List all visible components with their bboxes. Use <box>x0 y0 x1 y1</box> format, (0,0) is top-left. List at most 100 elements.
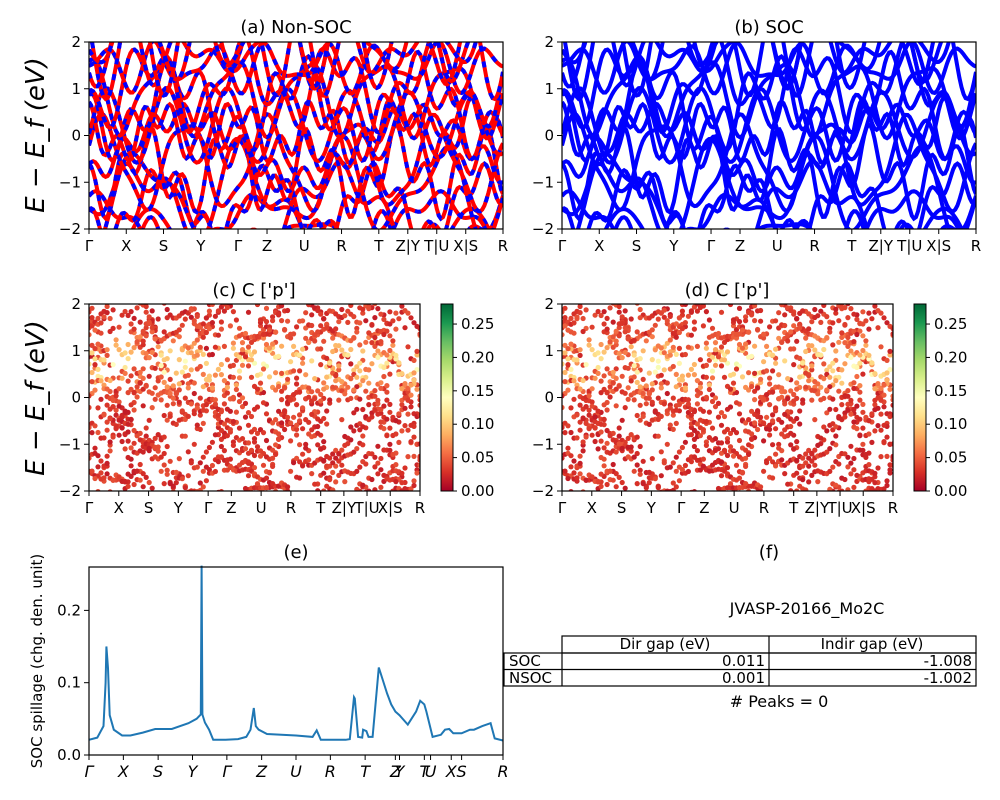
pc-point <box>354 384 360 390</box>
pd-point <box>613 449 619 455</box>
pd-point <box>577 460 583 466</box>
pd-point <box>836 318 842 324</box>
pd-point <box>752 304 758 309</box>
pd-point <box>565 445 571 451</box>
pc-point <box>251 349 258 355</box>
pc-point <box>95 315 101 321</box>
pd-point <box>667 352 673 358</box>
pd-point <box>833 310 839 316</box>
pd-point <box>884 482 890 489</box>
pd-point <box>821 395 827 401</box>
pd-point <box>803 335 809 341</box>
pc-point <box>315 307 321 314</box>
pd-ytick-label: −1 <box>532 435 554 453</box>
pd-point <box>761 397 767 403</box>
pc-point <box>221 448 227 454</box>
pc-point <box>140 375 146 381</box>
pd-point <box>854 316 860 322</box>
pc-point <box>345 435 351 441</box>
pd-point <box>890 393 893 399</box>
pd-point <box>619 479 625 486</box>
pd-point <box>616 333 622 339</box>
pd-point <box>821 424 827 430</box>
pc-point <box>119 312 125 318</box>
pd-point <box>562 305 568 311</box>
pc-point <box>161 369 167 375</box>
pd-point <box>851 311 857 317</box>
pd-point <box>706 317 713 323</box>
pd-point <box>643 395 649 401</box>
pd-point <box>824 449 830 455</box>
pc-point <box>300 463 306 469</box>
pc-point <box>351 449 357 455</box>
pc-point <box>188 350 194 356</box>
pc-point <box>260 430 267 436</box>
pd-point <box>845 407 851 413</box>
pc-point <box>327 455 333 461</box>
pc-point <box>209 320 215 326</box>
pd-point <box>574 382 580 388</box>
pd-point <box>785 376 791 382</box>
pc-xtick-label: X <box>114 499 124 517</box>
pc-point <box>128 309 134 315</box>
pd-point <box>884 370 890 376</box>
pb-xtick-label: X <box>594 237 604 255</box>
pc-point <box>417 402 420 408</box>
pc-point <box>152 385 158 391</box>
pc-point <box>185 381 191 387</box>
pd-point <box>715 330 722 337</box>
pc-point <box>351 410 357 416</box>
pd-point <box>788 430 794 436</box>
pd-point <box>746 451 752 457</box>
pc-point <box>165 491 170 496</box>
pc-point <box>363 489 369 491</box>
pc-point <box>345 384 351 390</box>
pc-point <box>300 451 306 457</box>
pc-point <box>182 358 188 364</box>
pd-point <box>779 298 784 303</box>
pc-point <box>128 463 134 469</box>
pc-point <box>348 424 354 430</box>
pd-point <box>875 381 881 387</box>
pd-point <box>700 456 707 462</box>
pc-point <box>318 362 324 368</box>
pc-point <box>279 388 285 394</box>
pd-point <box>592 425 598 431</box>
pd-point <box>830 396 836 402</box>
pc-point <box>182 364 188 370</box>
pc-point <box>180 493 185 498</box>
pd-point <box>815 391 821 397</box>
pd-point <box>752 370 758 376</box>
pd-point <box>806 479 812 485</box>
pd-point <box>580 328 586 335</box>
pd-point <box>839 330 845 336</box>
pc-point <box>387 371 393 377</box>
pd-point <box>622 308 628 314</box>
pd-point <box>755 326 761 333</box>
pd-point <box>746 370 752 376</box>
pc-point <box>239 395 246 401</box>
pc-point <box>104 419 110 425</box>
pd-point <box>755 408 761 414</box>
pd-point <box>601 417 607 423</box>
pc-point <box>263 411 270 417</box>
pd-point <box>887 386 893 392</box>
pc-point <box>369 451 375 457</box>
pc-point <box>309 411 315 417</box>
pc-point <box>233 317 239 323</box>
pc-point <box>276 408 282 414</box>
pd-point <box>872 386 878 392</box>
pd-point <box>643 338 649 344</box>
pb-band-17 <box>562 42 951 98</box>
pc-point <box>98 330 104 336</box>
pc-point <box>239 362 246 368</box>
pc-point <box>113 393 119 399</box>
panel-c-title: (c) C ['p'] <box>212 280 295 301</box>
pd-point <box>613 338 619 344</box>
pc-point <box>276 383 282 390</box>
pc-xtick-label: Z|Y <box>332 499 357 517</box>
pd-point <box>673 351 679 357</box>
pd-point <box>884 320 890 326</box>
pc-point <box>134 433 140 439</box>
pd-point <box>571 491 576 496</box>
